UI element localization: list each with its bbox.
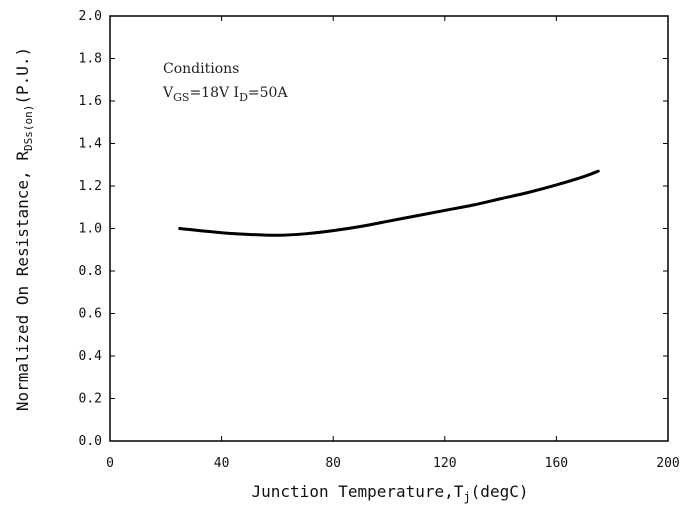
x-tick-label: 200 [656, 456, 679, 471]
annotation-line2: VGS=18V ID=50A [162, 85, 288, 104]
x-axis-title: Junction Temperature,Tj(degC) [252, 482, 529, 504]
x-tick-label: 80 [325, 456, 341, 471]
series-layer [178, 169, 600, 237]
x-tick-label: 160 [545, 456, 568, 471]
annotation-line1: Conditions [163, 61, 239, 77]
y-tick-label: 0.0 [79, 434, 102, 449]
y-tick-label: 0.6 [79, 307, 102, 322]
y-tick-label: 0.8 [79, 264, 102, 279]
x-tick-label: 120 [433, 456, 456, 471]
y-tick-label: 1.6 [79, 94, 102, 109]
y-tick-labels: 0.0 0.2 0.4 0.6 0.8 1.0 1.2 1.4 1.6 1.8 2.0 [79, 9, 103, 449]
plot-frame [109, 15, 669, 442]
y-tick-label: 0.2 [79, 392, 102, 407]
x-tick-label: 0 [106, 456, 114, 471]
y-tick-label: 0.4 [79, 349, 103, 364]
y-tick-label: 1.0 [79, 222, 102, 237]
y-tick-label: 2.0 [79, 9, 102, 24]
y-tick-label: 1.8 [79, 52, 102, 67]
y-axis-title: Normalized On Resistance, RDSs(on)(P.U.) [13, 47, 35, 411]
y-tick-label: 1.4 [79, 137, 103, 152]
x-tick-label: 40 [214, 456, 230, 471]
series-line [178, 169, 600, 237]
y-tick-label: 1.2 [79, 179, 102, 194]
x-tick-labels: 0 40 80 120 160 200 [106, 456, 680, 471]
